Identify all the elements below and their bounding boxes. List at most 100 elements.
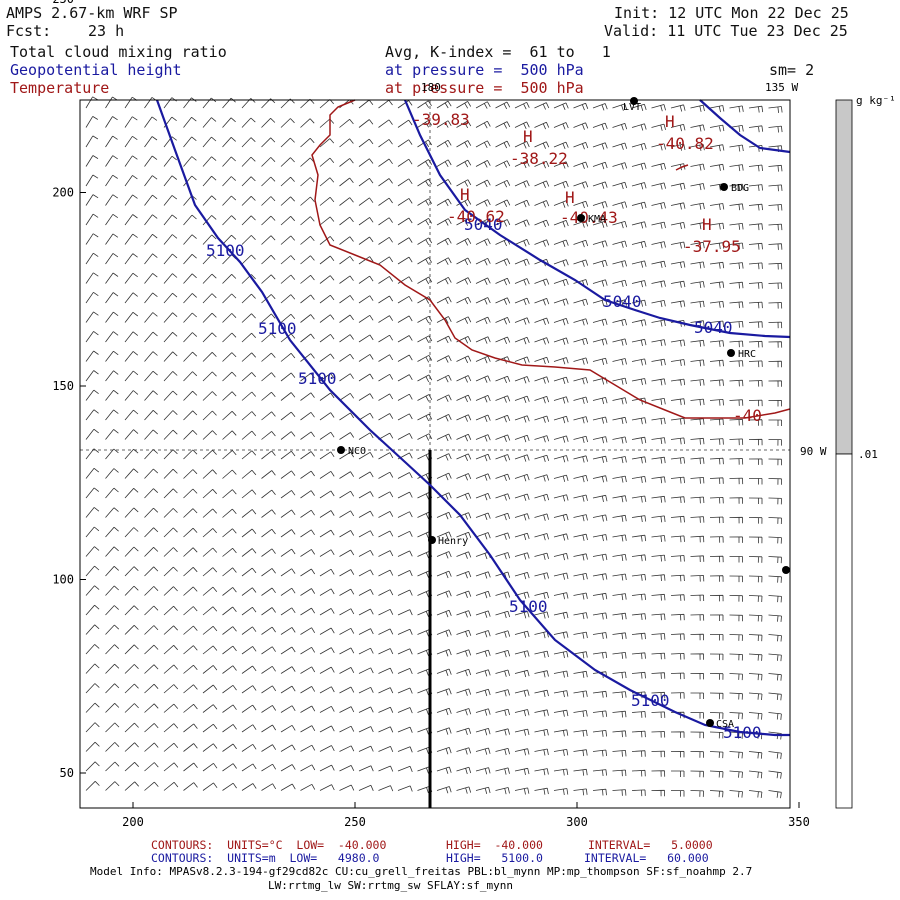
height-contour-5100: [155, 99, 790, 737]
wind-barb: [670, 261, 686, 269]
wind-barb: [709, 536, 724, 543]
wind-barb: [183, 645, 198, 655]
wind-barb: [768, 302, 783, 309]
wind-barb: [202, 782, 218, 791]
wind-barb: [456, 668, 472, 677]
wind-barb: [651, 574, 666, 582]
wind-barb: [495, 493, 511, 501]
wind-barb: [222, 450, 237, 460]
wind-barb: [417, 178, 433, 187]
wind-barb: [105, 507, 119, 518]
wind-barb: [612, 377, 627, 385]
wind-barb: [709, 379, 724, 387]
wind-barb: [85, 702, 100, 713]
wind-barb: [475, 140, 491, 148]
wind-barb: [358, 569, 374, 577]
wind-barb: [729, 497, 743, 504]
wind-barb: [85, 213, 99, 226]
wind-barb: [456, 336, 472, 344]
wind-barb: [339, 275, 354, 284]
contour-info-temperature-interval: INTERVAL= 5.0000: [588, 838, 713, 852]
wind-barb: [378, 393, 394, 401]
wind-barb: [105, 487, 119, 499]
wind-barb: [573, 377, 588, 385]
wind-barb: [690, 261, 705, 269]
wind-barb: [319, 353, 335, 362]
wind-barb: [202, 430, 217, 440]
wind-barb: [768, 164, 783, 172]
wind-barb: [397, 295, 413, 304]
wind-barb: [670, 751, 685, 758]
wind-barb: [651, 691, 666, 699]
wind-barb: [670, 476, 685, 484]
x-tick-label: 200: [122, 815, 144, 829]
wind-barb: [241, 254, 256, 265]
wind-barb: [222, 528, 237, 538]
wind-barb: [222, 489, 237, 499]
wind-barb: [514, 630, 530, 638]
wind-barb: [105, 566, 119, 577]
wind-barb: [768, 204, 783, 211]
wind-barb: [183, 332, 198, 343]
wind-barb: [319, 412, 335, 421]
wind-barb: [436, 296, 452, 304]
wind-barb: [183, 410, 198, 421]
temperature-high-marker: H: [702, 215, 712, 234]
wind-barb: [183, 449, 198, 460]
wind-barb: [475, 355, 491, 364]
wind-barb: [475, 493, 491, 501]
wind-barb: [144, 292, 158, 304]
wind-barb: [378, 765, 394, 772]
model-title: AMPS 2.67-km WRF SP: [6, 4, 178, 22]
wind-barb: [241, 117, 256, 128]
station-nco-dot: [337, 446, 345, 454]
wind-barb: [436, 159, 452, 168]
wind-barb: [709, 477, 724, 485]
valid-time: Valid: 11 UTC Tue 23 Dec 25: [604, 22, 848, 40]
wind-barb: [612, 652, 627, 659]
wind-barb: [280, 724, 296, 733]
wind-barb: [553, 572, 569, 580]
wind-barb: [729, 477, 744, 485]
wind-barb: [592, 338, 608, 346]
wind-barb: [241, 274, 256, 284]
wind-barb: [261, 568, 276, 577]
wind-barb: [514, 728, 530, 736]
wind-barb: [417, 335, 433, 343]
wind-barb: [748, 164, 763, 172]
wind-barb: [280, 372, 296, 382]
wind-barb: [202, 625, 218, 635]
station-hrc-label: HRC: [738, 349, 756, 360]
wind-barb: [417, 139, 433, 148]
wind-barb: [300, 235, 315, 245]
wind-barb: [534, 121, 550, 130]
wind-barb: [280, 509, 296, 518]
wind-barb: [573, 768, 588, 776]
wind-barb: [202, 195, 217, 206]
wind-barb: [358, 647, 374, 655]
wind-barb: [768, 125, 783, 133]
wind-barb: [105, 116, 118, 128]
wind-barb: [319, 470, 335, 479]
wind-barb: [300, 549, 316, 557]
wind-barb: [339, 353, 354, 362]
wind-barb: [651, 789, 665, 797]
wind-barb: [573, 279, 589, 287]
wind-barb: [631, 671, 646, 679]
wind-barb: [163, 97, 177, 109]
wind-barb: [105, 253, 119, 265]
wind-barb: [85, 194, 99, 206]
wind-barb: [768, 790, 782, 799]
wind-barb: [612, 299, 627, 307]
wind-barb: [514, 552, 530, 560]
wind-barb: [456, 140, 472, 148]
wind-barb: [202, 156, 217, 167]
wind-barb: [222, 332, 237, 343]
wind-barb: [651, 652, 666, 660]
wind-barb: [651, 300, 666, 308]
wind-barb: [397, 178, 413, 187]
wind-barb: [495, 689, 510, 697]
wind-barb: [378, 608, 394, 616]
wind-barb: [280, 294, 296, 304]
wind-barb: [397, 354, 413, 362]
